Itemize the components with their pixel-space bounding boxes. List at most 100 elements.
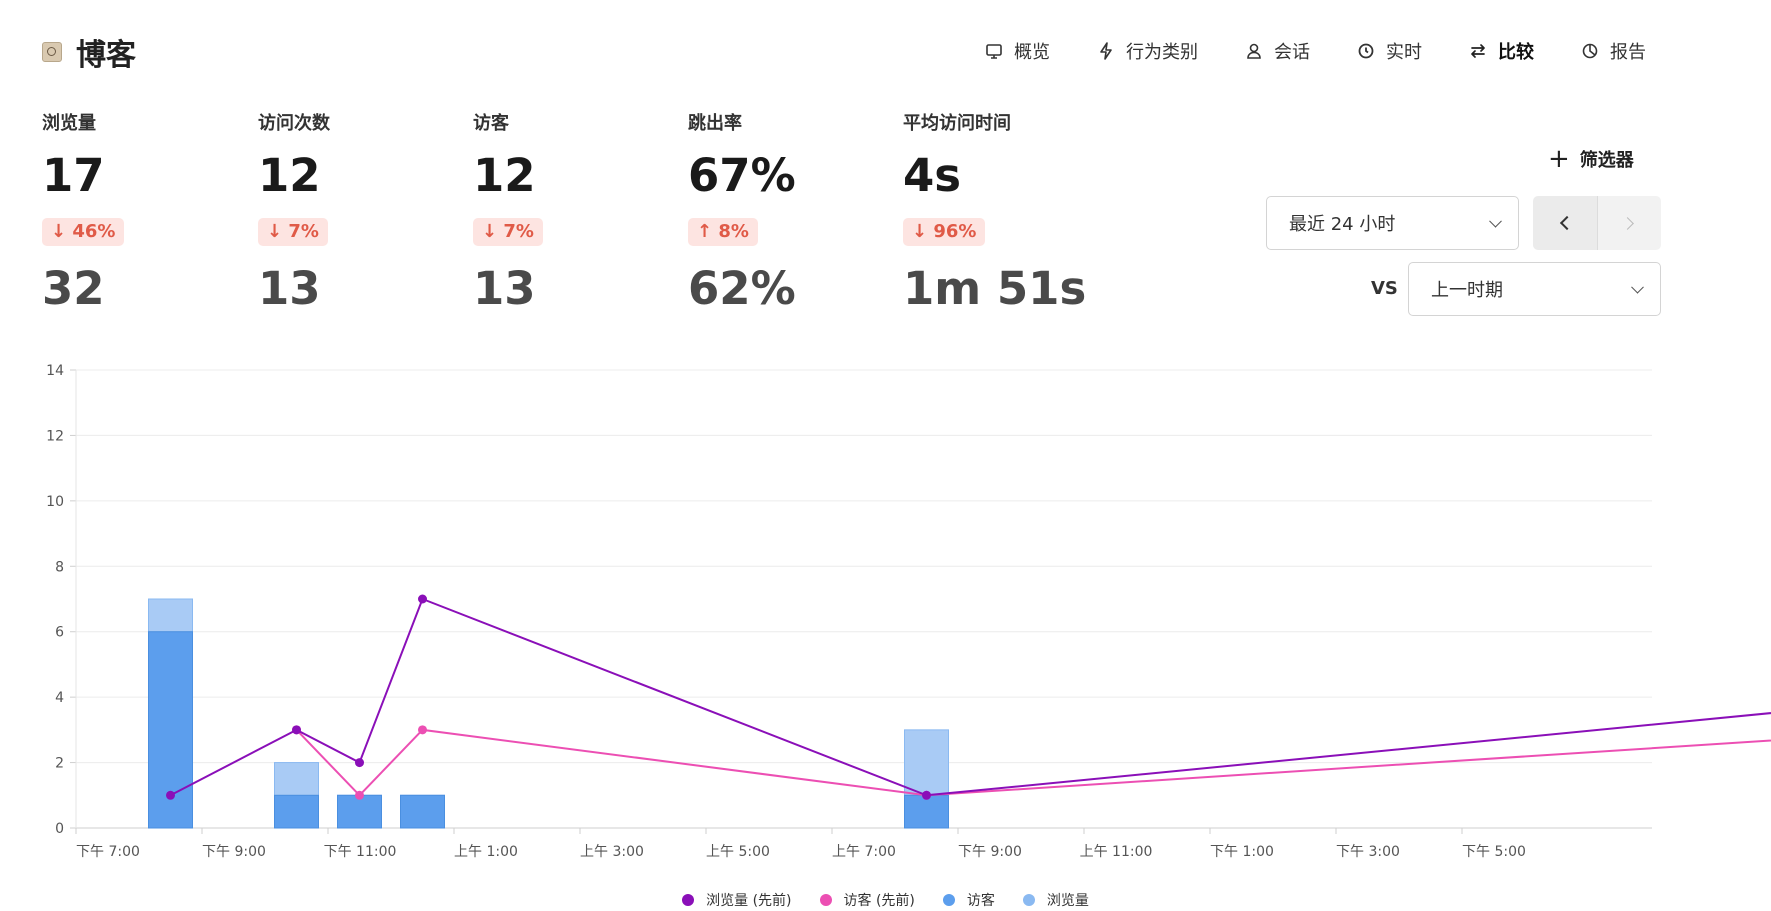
next-period-button[interactable] [1597, 196, 1661, 250]
nav-events-label: 行为类别 [1126, 42, 1198, 63]
x-tick-label: 下午 9:00 [202, 844, 266, 860]
legend-item-visitors-prev[interactable]: 访客 (先前) [819, 890, 915, 910]
plus-icon: + [1548, 144, 1570, 174]
filter-button[interactable]: + 筛选器 [1548, 146, 1634, 172]
nav-compare-label: 比较 [1498, 42, 1534, 63]
metric-change-value: 7% [288, 221, 319, 242]
nav-realtime[interactable]: 实时 [1356, 36, 1422, 66]
compare-period-value: 上一时期 [1431, 280, 1503, 301]
chevron-down-icon [1631, 280, 1644, 294]
swap-icon [1468, 41, 1488, 61]
legend-item-views[interactable]: 浏览量 [1022, 890, 1089, 910]
x-tick-label: 上午 1:00 [454, 844, 518, 860]
chevron-down-icon [1489, 214, 1502, 228]
date-range-select[interactable]: 最近 24 小时 [1266, 196, 1519, 250]
metric-value: 12 [473, 149, 536, 202]
nav-sessions-label: 会话 [1274, 42, 1310, 63]
metric-previous-value: 32 [42, 262, 105, 315]
metric-change-badge: ↓ 7% [473, 218, 543, 246]
legend-dot [1022, 894, 1035, 906]
y-tick-label: 0 [55, 821, 64, 837]
compare-period-select[interactable]: 上一时期 [1408, 262, 1661, 316]
metric-change-value: 7% [503, 221, 534, 242]
views-prev-line [170, 597, 1771, 797]
previous-period-button[interactable] [1533, 196, 1598, 250]
legend-dot [682, 894, 695, 906]
visitors-prev-point [418, 725, 427, 735]
nav-events[interactable]: 行为类别 [1096, 36, 1198, 66]
legend-label: 浏览量 [1046, 893, 1089, 909]
views-prev-point [418, 594, 427, 604]
nav-compare[interactable]: 比较 [1468, 36, 1534, 66]
metric-change-value: 8% [718, 221, 749, 242]
legend-label: 访客 [966, 893, 995, 909]
metric-visitors[interactable]: 访客 12 ↓ 7% 13 [473, 112, 683, 316]
x-tick-label: 上午 11:00 [1080, 844, 1153, 860]
arrow-down-icon: ↓ [267, 221, 289, 242]
views-prev-point [292, 725, 301, 735]
legend-label: 访客 (先前) [843, 893, 915, 909]
bar-visitors [337, 794, 382, 829]
metric-change-badge: ↓ 96% [903, 218, 986, 246]
x-tick-label: 下午 5:00 [1462, 844, 1526, 860]
metric-avg-visit-time[interactable]: 平均访问时间 4s ↓ 96% 1m 51s [903, 112, 1163, 316]
y-tick-label: 12 [46, 428, 64, 444]
y-tick-label: 2 [55, 756, 64, 772]
metric-change-value: 96% [933, 221, 977, 242]
views-prev-point [166, 790, 175, 800]
x-tick-label: 下午 7:00 [76, 844, 140, 860]
metric-previous-value: 13 [258, 262, 321, 315]
metric-previous-value: 13 [473, 262, 536, 315]
metric-label: 平均访问时间 [903, 113, 1011, 134]
chevron-right-icon [1620, 216, 1634, 230]
site-header: 博客 [42, 30, 136, 74]
bar-visitors [274, 794, 319, 829]
legend-item-visitors[interactable]: 访客 [942, 890, 995, 910]
nav-reports-label: 报告 [1610, 42, 1646, 63]
monitor-icon [984, 41, 1004, 61]
chevron-left-icon [1559, 215, 1574, 231]
metric-bounce-rate[interactable]: 跳出率 67% ↑ 8% 62% [688, 112, 898, 316]
visitors-prev-point [355, 790, 364, 800]
visitors-prev-line [295, 728, 1771, 797]
date-range-value: 最近 24 小时 [1289, 214, 1396, 235]
views-prev-point [922, 790, 931, 800]
legend-item-views-prev[interactable]: 浏览量 (先前) [682, 890, 792, 910]
metric-label: 访客 [473, 113, 509, 134]
y-tick-label: 8 [55, 559, 64, 575]
main-nav: 概览 行为类别 会话 实时 比较 报告 [984, 36, 1646, 66]
x-tick-label: 上午 7:00 [832, 844, 896, 860]
x-tick-label: 下午 11:00 [324, 844, 397, 860]
nav-overview[interactable]: 概览 [984, 36, 1050, 66]
x-tick-label: 下午 1:00 [1210, 844, 1274, 860]
y-tick-label: 10 [46, 494, 64, 510]
metric-label: 跳出率 [688, 113, 742, 134]
nav-sessions[interactable]: 会话 [1244, 36, 1310, 66]
nav-reports[interactable]: 报告 [1580, 36, 1646, 66]
metric-change-badge: ↑ 8% [688, 218, 758, 246]
x-tick-label: 上午 3:00 [580, 844, 644, 860]
metric-previous-value: 1m 51s [903, 262, 1087, 315]
metric-visits[interactable]: 访问次数 12 ↓ 7% 13 [258, 112, 468, 316]
metric-change-badge: ↓ 46% [42, 218, 125, 246]
comparison-chart: 0 2 4 6 8 10 12 14 下午 7:00 下午 9:00 下午 11:00 上午 1:00… [46, 363, 1771, 860]
nav-realtime-label: 实时 [1386, 42, 1422, 63]
filter-button-label: 筛选器 [1579, 150, 1634, 171]
vs-label: VS [1371, 278, 1398, 299]
metric-value: 4s [903, 149, 962, 202]
metric-change-value: 46% [72, 221, 116, 242]
chart-legend: 浏览量 (先前) 访客 (先前) 访客 浏览量 [0, 890, 1771, 910]
site-name: 博客 [76, 38, 136, 73]
arrow-down-icon: ↓ [912, 221, 934, 242]
metric-previous-value: 62% [688, 262, 796, 315]
metric-views[interactable]: 浏览量 17 ↓ 46% 32 [42, 112, 252, 316]
nav-overview-label: 概览 [1014, 42, 1050, 63]
legend-dot [819, 894, 832, 906]
views-prev-point [355, 758, 364, 768]
user-icon [1244, 41, 1264, 61]
bar-visitors [400, 794, 445, 829]
metric-label: 访问次数 [258, 113, 330, 134]
y-tick-label: 4 [55, 690, 64, 706]
x-tick-label: 下午 3:00 [1336, 844, 1400, 860]
pie-chart-icon [1580, 41, 1600, 61]
